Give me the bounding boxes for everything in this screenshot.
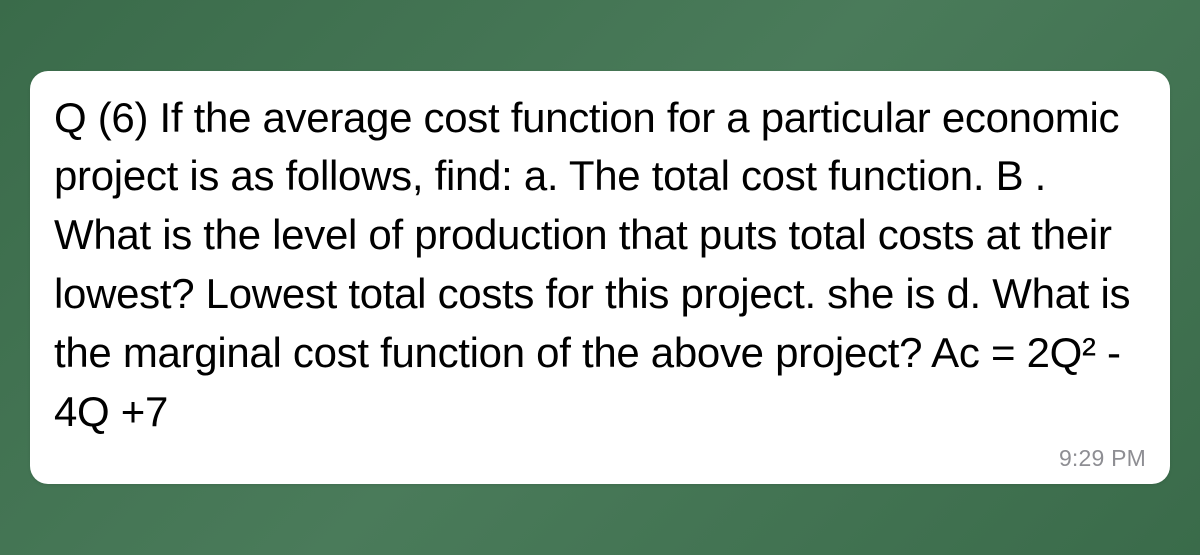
message-bubble[interactable]: Q (6) If the average cost function for a…: [30, 71, 1170, 485]
message-timestamp: 9:29 PM: [54, 445, 1146, 472]
message-text: Q (6) If the average cost function for a…: [54, 89, 1146, 442]
